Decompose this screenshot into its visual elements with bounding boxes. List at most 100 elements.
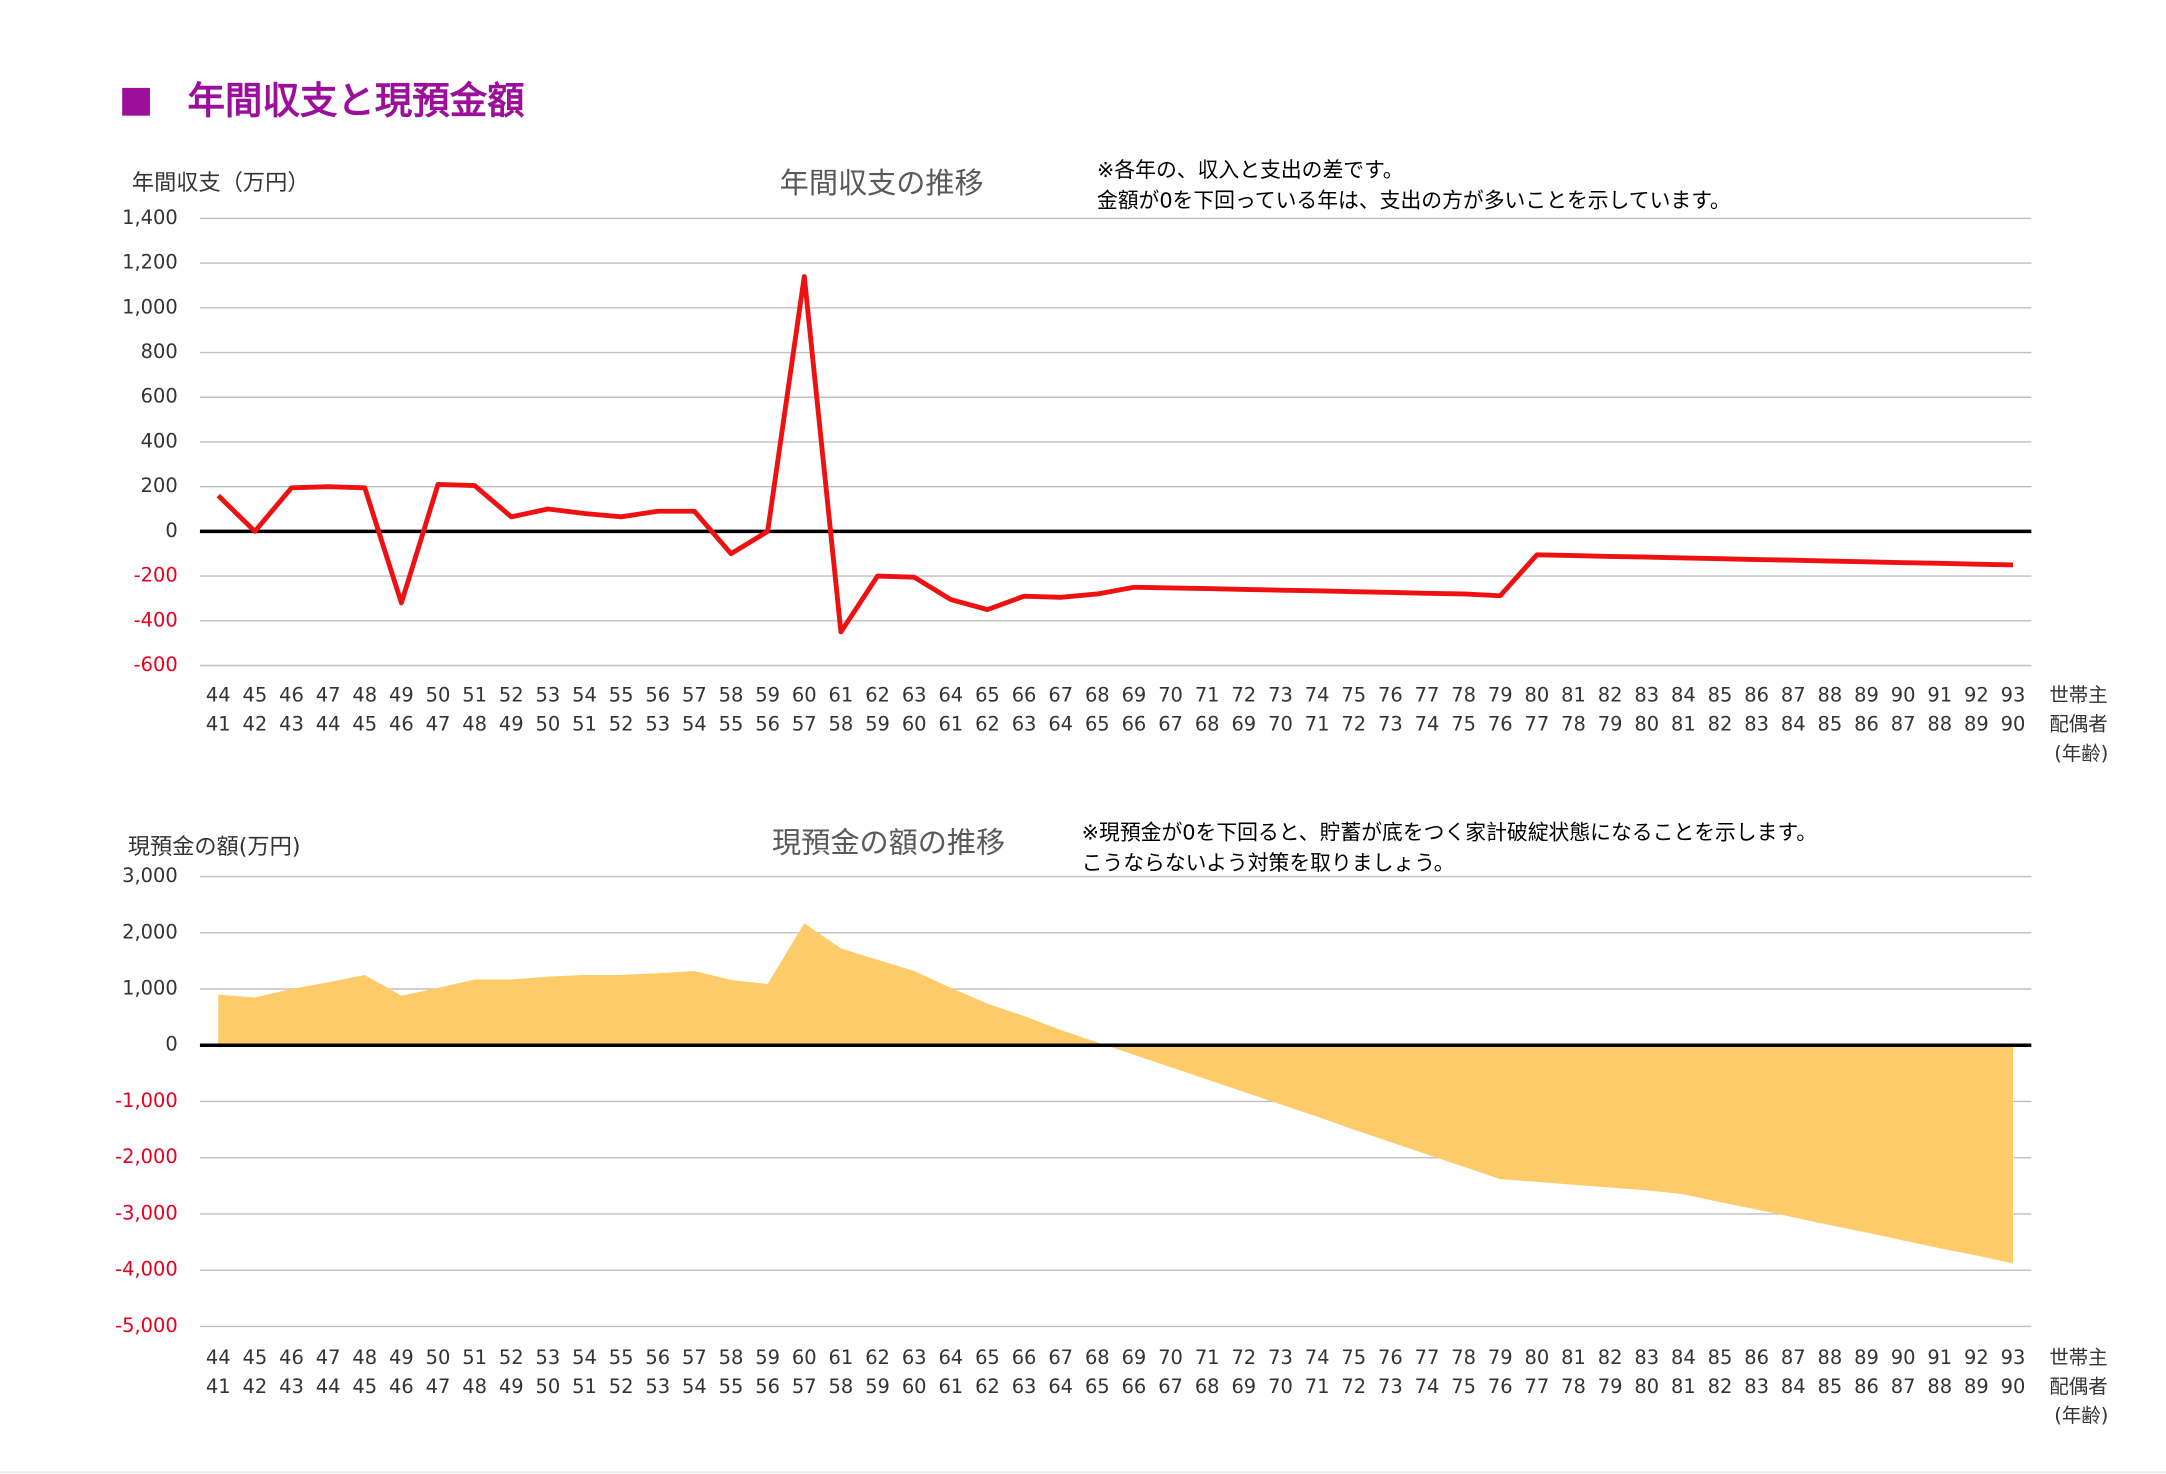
x-tick-label: 60 — [902, 713, 927, 736]
x-tick-label: 53 — [536, 1346, 561, 1369]
x-tick-label: 92 — [1964, 1346, 1989, 1369]
x-tick-label: 77 — [1524, 713, 1549, 736]
x-tick-label: 82 — [1598, 1346, 1623, 1369]
y-tick-label: 400 — [141, 429, 178, 452]
y-tick-label: 0 — [165, 519, 177, 542]
x-tick-label: 81 — [1671, 1375, 1696, 1398]
x-tick-label: 51 — [572, 713, 597, 736]
x-tick-label: 47 — [316, 684, 341, 707]
x-tick-label: 51 — [462, 1346, 487, 1369]
x-unit: (年齢) — [2054, 742, 2108, 765]
x-tick-label: 49 — [389, 684, 414, 707]
page-title: 年間収支と現預金額 — [187, 79, 524, 123]
x-tick-label: 63 — [902, 684, 927, 707]
x-tick-label: 50 — [536, 713, 561, 736]
x-tick-label: 78 — [1451, 1346, 1476, 1369]
chart-title: 年間収支の推移 — [780, 166, 984, 200]
x-tick-label: 59 — [865, 1375, 890, 1398]
x-tick-label: 77 — [1524, 1375, 1549, 1398]
x-tick-label: 85 — [1818, 713, 1843, 736]
x-tick-label: 73 — [1268, 1346, 1293, 1369]
x-tick-label: 83 — [1744, 1375, 1769, 1398]
y-tick-label: 3,000 — [122, 864, 178, 887]
y-tick-label: -1,000 — [115, 1089, 178, 1112]
y-tick-label: -4,000 — [115, 1258, 178, 1281]
y-tick-label: -2,000 — [115, 1145, 178, 1168]
x-tick-label: 54 — [572, 684, 597, 707]
x-tick-label: 48 — [352, 684, 377, 707]
x-tick-label: 65 — [975, 684, 1000, 707]
x-tick-label: 75 — [1451, 1375, 1476, 1398]
x-tick-label: 67 — [1048, 1346, 1073, 1369]
x-tick-label: 84 — [1671, 1346, 1696, 1369]
x-tick-label: 65 — [1085, 713, 1110, 736]
y-tick-label: 1,000 — [122, 977, 178, 1000]
x-tick-label: 89 — [1854, 684, 1879, 707]
x-tick-label: 71 — [1195, 684, 1220, 707]
x-tick-label: 55 — [609, 684, 634, 707]
x-tick-label: 74 — [1415, 1375, 1440, 1398]
data-area — [218, 923, 2014, 1264]
x-tick-label: 86 — [1854, 1375, 1879, 1398]
x-tick-label: 86 — [1854, 713, 1879, 736]
x-tick-label: 58 — [719, 684, 744, 707]
x-tick-label: 68 — [1085, 1346, 1110, 1369]
x-tick-label: 82 — [1708, 713, 1733, 736]
x-tick-label: 73 — [1268, 684, 1293, 707]
x-tick-label: 57 — [792, 1375, 817, 1398]
x-tick-label: 57 — [682, 1346, 707, 1369]
x-tick-label: 79 — [1488, 684, 1513, 707]
x-tick-label: 87 — [1781, 684, 1806, 707]
x-tick-label: 42 — [243, 1375, 268, 1398]
x-tick-label: 88 — [1927, 713, 1952, 736]
x-tick-label: 90 — [2001, 713, 2026, 736]
y-tick-label: 800 — [141, 340, 178, 363]
x-tick-label: 83 — [1634, 684, 1659, 707]
x-tick-label: 56 — [755, 1375, 780, 1398]
x-tick-label: 44 — [316, 713, 341, 736]
note: 金額が0を下回っている年は、支出の方が多いことを示しています。 — [1097, 189, 1731, 213]
x-tick-label: 41 — [206, 1375, 231, 1398]
x-tick-label: 59 — [865, 713, 890, 736]
x-tick-label: 93 — [2001, 684, 2026, 707]
y-tick-label: -600 — [134, 653, 178, 676]
x-tick-label: 67 — [1048, 684, 1073, 707]
x-tick-label: 91 — [1927, 684, 1952, 707]
x-tick-label: 47 — [426, 713, 451, 736]
x-tick-label: 62 — [975, 713, 1000, 736]
x-tick-label: 50 — [536, 1375, 561, 1398]
x-tick-label: 73 — [1378, 713, 1403, 736]
x-tick-label: 69 — [1122, 684, 1147, 707]
note: こうならないよう対策を取りましょう。 — [1082, 851, 1455, 875]
x-tick-label: 70 — [1268, 1375, 1293, 1398]
x-tick-label: 88 — [1927, 1375, 1952, 1398]
x-tick-label: 67 — [1158, 1375, 1183, 1398]
x-tick-label: 69 — [1122, 1346, 1147, 1369]
y-tick-label: -400 — [134, 608, 178, 631]
x-tick-label: 84 — [1781, 713, 1806, 736]
x-tick-label: 47 — [316, 1346, 341, 1369]
x-tick-label: 89 — [1964, 713, 1989, 736]
x-tick-label: 71 — [1305, 1375, 1330, 1398]
x-tick-label: 68 — [1085, 684, 1110, 707]
x-tick-label: 77 — [1415, 684, 1440, 707]
x-tick-label: 74 — [1305, 684, 1330, 707]
x-tick-label: 64 — [938, 1346, 963, 1369]
x-tick-label: 64 — [938, 684, 963, 707]
x-tick-label: 42 — [243, 713, 268, 736]
x-tick-label: 71 — [1195, 1346, 1220, 1369]
x-tick-label: 58 — [829, 713, 854, 736]
x-tick-label: 86 — [1744, 1346, 1769, 1369]
x-tick-label: 50 — [426, 684, 451, 707]
x-tick-label: 46 — [279, 1346, 304, 1369]
x-tick-label: 80 — [1634, 713, 1659, 736]
x-tick-label: 85 — [1708, 1346, 1733, 1369]
x-tick-label: 46 — [389, 1375, 414, 1398]
x-tick-label: 75 — [1341, 684, 1366, 707]
x-tick-label: 81 — [1561, 1346, 1586, 1369]
x-tick-label: 52 — [499, 1346, 524, 1369]
x-tick-label: 83 — [1744, 713, 1769, 736]
x-tick-label: 45 — [352, 713, 377, 736]
x-tick-label: 72 — [1341, 1375, 1366, 1398]
x-tick-label: 61 — [829, 684, 854, 707]
